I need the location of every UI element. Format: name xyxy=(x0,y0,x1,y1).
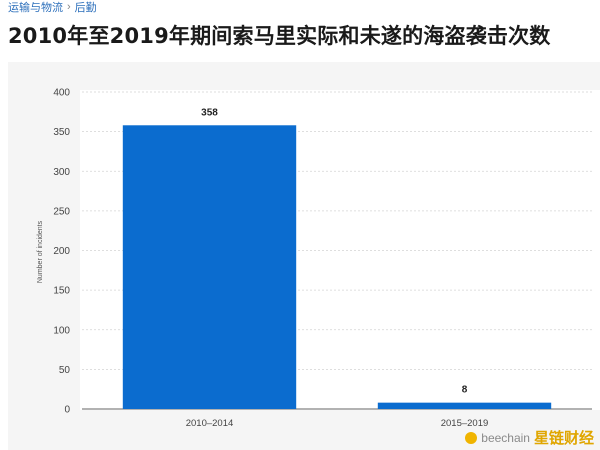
breadcrumb-separator: › xyxy=(67,1,71,13)
page-title: 2010年至2019年期间索马里实际和未遂的海盗袭击次数 xyxy=(8,24,551,48)
y-tick-label: 0 xyxy=(64,405,70,416)
y-tick-label: 50 xyxy=(59,365,71,376)
y-tick-label: 200 xyxy=(53,246,70,257)
breadcrumb-item-supply[interactable]: 后勤 xyxy=(74,2,97,14)
x-tick-label-0: 2010–2014 xyxy=(186,418,234,429)
y-axis-label: Number of incidents xyxy=(37,220,44,283)
bar-0[interactable] xyxy=(122,125,297,409)
y-tick-label: 150 xyxy=(53,286,70,297)
bar-1[interactable] xyxy=(377,402,552,409)
watermark-handle: beechain xyxy=(481,430,530,445)
y-tick-label: 300 xyxy=(53,167,70,178)
y-tick-label: 350 xyxy=(53,127,70,138)
breadcrumb: 运输与物流 › 后勤 xyxy=(8,0,97,14)
y-tick-label: 400 xyxy=(53,88,70,99)
data-label-0: 358 xyxy=(201,107,218,118)
x-tick-label-1: 2015–2019 xyxy=(441,418,489,429)
y-tick-label: 100 xyxy=(53,325,70,336)
watermark-brand: 星链财经 xyxy=(533,430,594,447)
breadcrumb-item-logistics[interactable]: 运输与物流 xyxy=(8,2,63,14)
watermark-badge-icon xyxy=(465,431,478,444)
y-tick-label: 250 xyxy=(53,206,70,217)
data-label-1: 8 xyxy=(462,385,468,396)
watermark: beechain 星链财经 xyxy=(465,427,594,448)
